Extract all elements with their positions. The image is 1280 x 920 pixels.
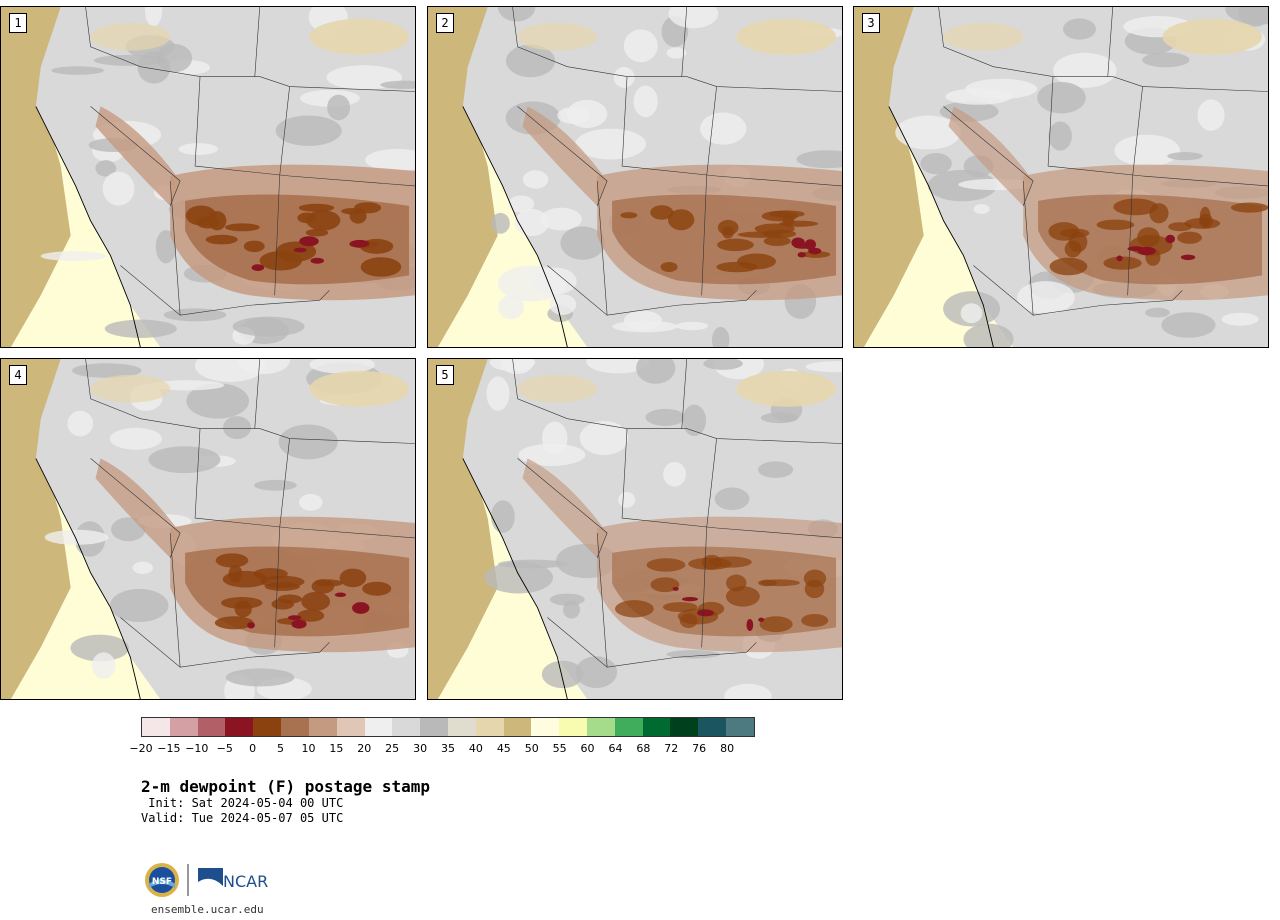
colorbar-labels: −20 −15 −10 −5 0 5 10 15 20 25 30 35 40 45 50 55 60 64 68 7… — [129, 742, 755, 756]
colorbar-tick-label: 45 — [496, 742, 511, 755]
colorbar-tick-label: 50 — [524, 742, 539, 755]
colorbar-swatch — [447, 718, 476, 736]
colorbar-tick-label: −10 — [185, 742, 209, 755]
colorbar-tick-label: −15 — [157, 742, 181, 755]
colorbar-tick-label: 25 — [385, 742, 400, 755]
colorbar-tick-label: 64 — [608, 742, 623, 755]
colorbar-swatch — [475, 718, 504, 736]
colorbar-swatch — [169, 718, 198, 736]
panel-number-5: 5 — [436, 365, 454, 385]
map-4 — [1, 359, 415, 699]
colorbar-tick-label: 5 — [277, 742, 285, 755]
colorbar — [141, 717, 755, 737]
colorbar-swatch — [308, 718, 337, 736]
ncar-logo-icon: NCAR — [198, 868, 268, 891]
colorbar-swatch — [281, 718, 309, 736]
colorbar-tick-label: 20 — [357, 742, 372, 755]
colorbar-tick-label: 30 — [413, 742, 428, 755]
panel-number-2: 2 — [436, 13, 454, 33]
colorbar-tick-label: 80 — [720, 742, 735, 755]
colorbar-swatch — [197, 718, 226, 736]
nsf-logo-icon: NSF — [145, 863, 179, 897]
map-1 — [1, 7, 415, 347]
colorbar-tick-label: −20 — [129, 742, 153, 755]
colorbar-swatch — [587, 718, 615, 736]
colorbar-swatch — [225, 718, 254, 736]
colorbar-swatch — [670, 718, 699, 736]
colorbar-swatch — [503, 718, 532, 736]
stamp-panel-1: 1 — [0, 6, 416, 348]
colorbar-swatch — [364, 718, 393, 736]
colorbar-tick-label: 68 — [636, 742, 651, 755]
stamp-panel-3: 3 — [853, 6, 1269, 348]
chart-title: 2-m dewpoint (F) postage stamp — [141, 777, 430, 796]
colorbar-swatch — [531, 718, 560, 736]
colorbar-tick-label: 72 — [664, 742, 679, 755]
colorbar-swatch — [392, 718, 421, 736]
colorbar-tick-label: 76 — [692, 742, 707, 755]
colorbar-tick-label: 10 — [301, 742, 316, 755]
colorbar-tick-label: 55 — [552, 742, 567, 755]
colorbar-tick-label: 15 — [329, 742, 344, 755]
colorbar-swatch — [614, 718, 643, 736]
colorbar-swatch — [142, 718, 170, 736]
colorbar-swatch — [420, 718, 448, 736]
colorbar-tick-label: −5 — [216, 742, 233, 755]
colorbar-swatch — [642, 718, 671, 736]
colorbar-swatch — [559, 718, 587, 736]
colorbar-tick-label: 35 — [441, 742, 455, 755]
map-2 — [428, 7, 842, 347]
panel-number-4: 4 — [9, 365, 27, 385]
svg-text:NSF: NSF — [152, 877, 172, 887]
site-url: ensemble.ucar.edu — [151, 903, 264, 916]
colorbar-tick-label: 60 — [580, 742, 595, 755]
stamp-panel-2: 2 — [427, 6, 843, 348]
panel-number-1: 1 — [9, 13, 27, 33]
svg-text:NCAR: NCAR — [223, 872, 268, 891]
valid-time: Valid: Tue 2024-05-07 05 UTC — [141, 811, 344, 825]
map-3 — [854, 7, 1268, 347]
stamp-panel-4: 4 — [0, 358, 416, 700]
panel-number-3: 3 — [862, 13, 880, 33]
stamp-panel-5: 5 — [427, 358, 843, 700]
colorbar-swatch — [698, 718, 727, 736]
nsf-ncar-logo: NSF NCAR — [145, 863, 268, 897]
colorbar-swatch — [253, 718, 282, 736]
colorbar-tick-label: 40 — [468, 742, 483, 755]
colorbar-tick-label: 0 — [249, 742, 257, 755]
colorbar-swatch — [336, 718, 365, 736]
colorbar-swatch — [726, 718, 754, 736]
init-time: Init: Sat 2024-05-04 00 UTC — [141, 796, 344, 810]
map-5 — [428, 359, 842, 699]
